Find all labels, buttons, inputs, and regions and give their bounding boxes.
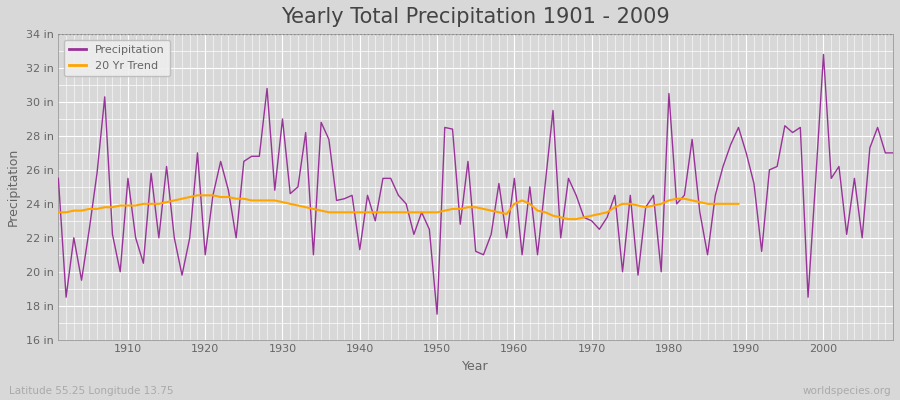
Y-axis label: Precipitation: Precipitation [7, 148, 20, 226]
Legend: Precipitation, 20 Yr Trend: Precipitation, 20 Yr Trend [64, 40, 170, 76]
X-axis label: Year: Year [463, 360, 489, 373]
Title: Yearly Total Precipitation 1901 - 2009: Yearly Total Precipitation 1901 - 2009 [282, 7, 670, 27]
Text: Latitude 55.25 Longitude 13.75: Latitude 55.25 Longitude 13.75 [9, 386, 174, 396]
Text: worldspecies.org: worldspecies.org [803, 386, 891, 396]
